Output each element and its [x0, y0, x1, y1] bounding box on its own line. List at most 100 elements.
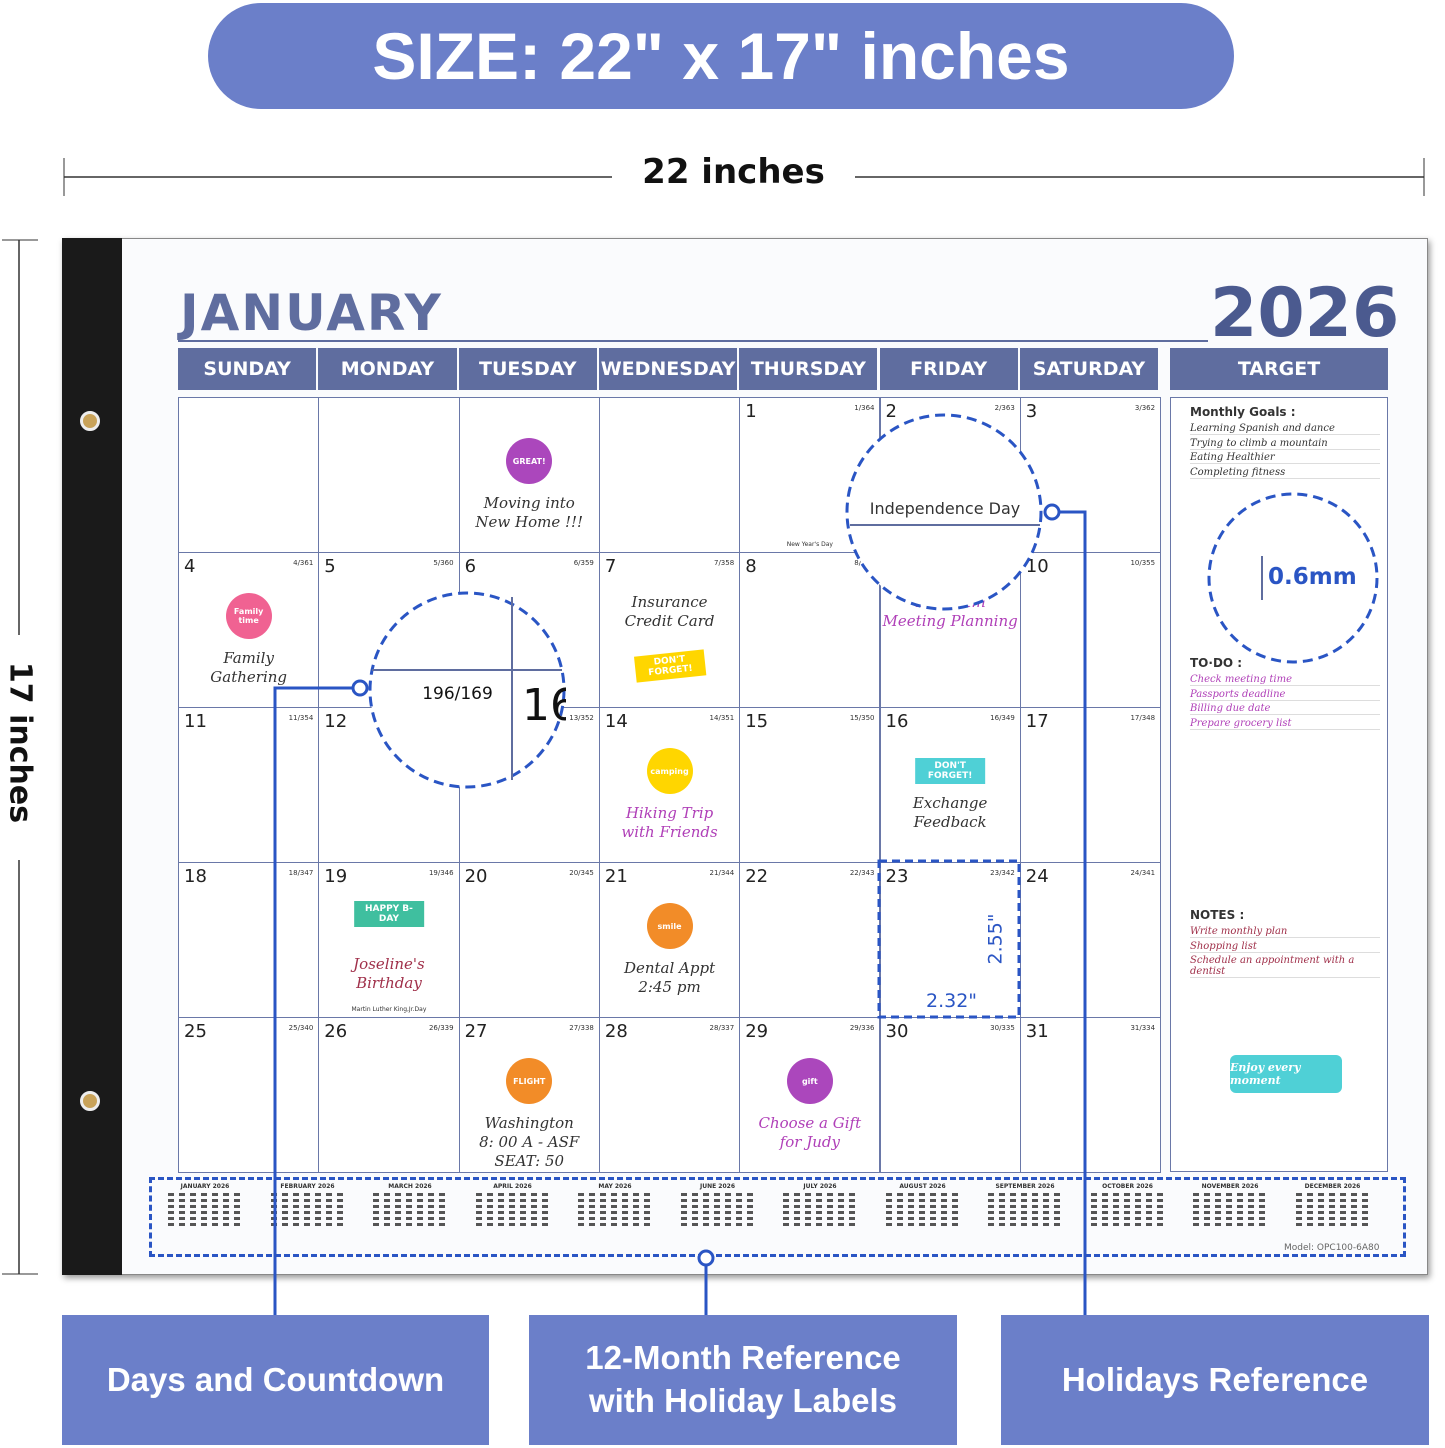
list-item: Learning Spanish and dance — [1190, 423, 1380, 435]
cell-note: for Judy — [779, 1133, 840, 1151]
grommet — [80, 1091, 100, 1111]
day-number: 17 — [1025, 711, 1049, 732]
day-cell — [318, 397, 460, 553]
day-number: 18 — [184, 866, 207, 887]
weekday-header: SATURDAY — [1019, 348, 1159, 390]
day-number: 15 — [745, 711, 769, 732]
mini-week-row — [373, 1205, 447, 1208]
countdown: 5/360 — [433, 559, 454, 567]
day-cell: 15 15/350 — [739, 707, 881, 863]
countdown: 1/364 — [854, 404, 875, 412]
day-number: 3 — [1025, 401, 1038, 422]
mini-week-row — [578, 1223, 652, 1226]
cell-note: Gathering — [210, 668, 288, 686]
day-number: 14 — [604, 711, 628, 732]
day-cell: 29 29/336 gift Choose a Gift for Judy — [739, 1017, 881, 1173]
list-item: Schedule an appointment with a dentist — [1190, 955, 1380, 978]
weekday-header: THURSDAY — [739, 348, 878, 390]
countdown: 11/354 — [288, 714, 314, 722]
day-cell: 27 27/338 FLIGHT Washington 8: 00 A - ASF SEA… — [458, 1017, 600, 1173]
countdown: 15/350 — [849, 714, 875, 722]
mini-week-row — [168, 1211, 242, 1214]
mini-week-row — [270, 1217, 345, 1220]
day-number: 21 — [604, 866, 628, 887]
day-cell: 22 22/343 — [739, 862, 881, 1018]
mini-month: JULY 2026 — [775, 1183, 865, 1229]
cell-note: 11:00 am — [914, 593, 986, 611]
countdown: 24/341 — [1130, 869, 1156, 877]
mini-week-row — [475, 1223, 550, 1226]
countdown: 2/363 — [994, 404, 1015, 412]
day-cell: 31 31/334 — [1019, 1017, 1162, 1173]
cell-note: Insurance — [631, 593, 708, 611]
sticker: smile — [646, 903, 693, 949]
sticker: Family time — [225, 593, 272, 639]
countdown: 28/337 — [709, 1024, 735, 1032]
mini-month: APRIL 2026 — [468, 1183, 558, 1229]
mini-month-title: MARCH 2026 — [388, 1183, 432, 1190]
mini-week-row — [1090, 1217, 1165, 1220]
mini-week-row — [373, 1193, 447, 1196]
mini-week-row — [1090, 1211, 1165, 1214]
mini-week-row — [885, 1193, 960, 1196]
day-cell: 1 1/364 New Year's Day — [739, 397, 881, 553]
mini-week-row — [578, 1199, 652, 1202]
day-cell: 11 11/354 — [178, 707, 320, 863]
list-item: Prepare grocery list — [1190, 718, 1380, 730]
mini-month-title: JUNE 2026 — [699, 1183, 735, 1190]
mini-week-row — [783, 1211, 857, 1214]
mini-week-row — [1090, 1199, 1165, 1202]
mini-week-row — [988, 1205, 1062, 1208]
tag-sticker: DON'T FORGET! — [915, 758, 985, 784]
day-number: 4 — [184, 556, 196, 577]
mini-week-row — [783, 1205, 857, 1208]
grommet — [80, 411, 100, 431]
mini-week-row — [578, 1193, 652, 1196]
mini-month: AUGUST 2026 — [878, 1183, 968, 1229]
day-number: 9 — [885, 556, 897, 577]
mini-week-row — [475, 1211, 550, 1214]
list-item: Write monthly plan — [1190, 926, 1380, 938]
mini-month-title: FEBRUARY 2026 — [280, 1183, 335, 1190]
day-cell: 9 9/356 11:00 am Meeting Planning — [879, 552, 1021, 708]
mini-week-row — [1193, 1193, 1267, 1196]
day-cell — [598, 397, 741, 553]
size-banner: SIZE: 22" x 17" inches — [208, 3, 1234, 109]
mini-month: MAY 2026 — [570, 1183, 660, 1229]
width-label: 22 inches — [642, 152, 825, 192]
height-label: 17 inches — [2, 661, 38, 824]
countdown: 8/357 — [854, 559, 875, 567]
day-cell: GREAT! Moving into New Home !!! — [458, 397, 600, 553]
countdown: 10/355 — [1130, 559, 1156, 567]
mini-week-row — [988, 1211, 1062, 1214]
mini-week-row — [680, 1223, 755, 1226]
cell-note: 2:45 pm — [638, 978, 701, 996]
cell-note: Hiking Trip — [625, 804, 714, 822]
mini-week-row — [988, 1199, 1062, 1202]
mini-week-row — [373, 1211, 447, 1214]
mini-week-row — [1193, 1211, 1267, 1214]
title-rule — [178, 340, 1208, 342]
mini-week-row — [1090, 1223, 1165, 1226]
mini-week-row — [988, 1217, 1062, 1220]
mini-week-row — [168, 1199, 242, 1202]
day-cell: 21 21/344 smile Dental Appt 2:45 pm — [598, 862, 741, 1018]
countdown: 6/359 — [573, 559, 594, 567]
cell-height-text: 2.55" — [984, 913, 1007, 965]
cell-note: 8: 00 A - ASF — [479, 1133, 580, 1151]
cell-note: Moving into — [483, 494, 575, 512]
day-number: 26 — [324, 1021, 348, 1042]
day-zoom-text: 16 — [522, 680, 566, 731]
countdown: 20/345 — [569, 869, 594, 877]
countdown: 21/344 — [709, 869, 735, 877]
mini-week-row — [1193, 1205, 1267, 1208]
mini-week-row — [680, 1217, 755, 1220]
day-number: 27 — [464, 1021, 488, 1042]
countdown: 9/356 — [994, 559, 1015, 567]
day-number: 19 — [324, 866, 348, 887]
countdown: 27/338 — [569, 1024, 594, 1032]
day-number: 13 — [464, 711, 488, 732]
mini-week-row — [373, 1217, 447, 1220]
mini-month-title: SEPTEMBER 2026 — [995, 1183, 1055, 1190]
mini-week-row — [988, 1193, 1062, 1196]
